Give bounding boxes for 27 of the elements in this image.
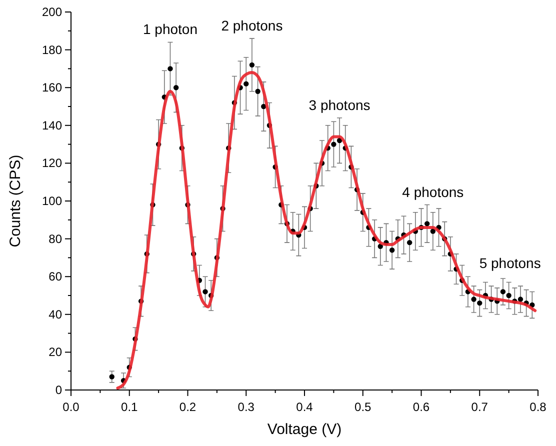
y-tick-label: 40 xyxy=(48,307,62,322)
x-tick-label: 0.1 xyxy=(121,400,138,414)
y-tick-label: 120 xyxy=(42,156,62,170)
y-tick-label: 0 xyxy=(55,383,62,397)
y-axis-title: Counts (CPS) xyxy=(7,154,24,248)
annotation: 4 photons xyxy=(402,184,464,200)
x-tick-label: 0.7 xyxy=(471,400,488,414)
y-tick-label: 200 xyxy=(42,5,62,19)
x-tick-label: 0.0 xyxy=(62,400,80,414)
annotation: 3 photons xyxy=(308,96,370,113)
y-tick-label: 160 xyxy=(42,80,62,95)
x-tick-label: 0.5 xyxy=(354,400,372,414)
annotation: 2 photons xyxy=(221,17,283,34)
y-tick-label: 60 xyxy=(48,270,62,284)
x-tick-label: 0.3 xyxy=(238,400,255,414)
x-tick-label: 0.2 xyxy=(179,400,196,414)
x-axis-title: Voltage (V) xyxy=(267,421,342,438)
x-tick-label: 0.6 xyxy=(412,400,430,414)
x-tick-label: 0.4 xyxy=(296,400,314,414)
y-tick-label: 20 xyxy=(48,345,62,360)
annotation: 1 photon xyxy=(142,21,198,38)
y-tick-label: 100 xyxy=(42,194,62,208)
annotation: 5 photons xyxy=(479,254,541,271)
x-tick-label: 0.8 xyxy=(530,400,547,414)
y-tick-label: 180 xyxy=(42,42,62,57)
y-tick-label: 140 xyxy=(42,118,62,132)
y-tick-label: 80 xyxy=(48,232,62,246)
